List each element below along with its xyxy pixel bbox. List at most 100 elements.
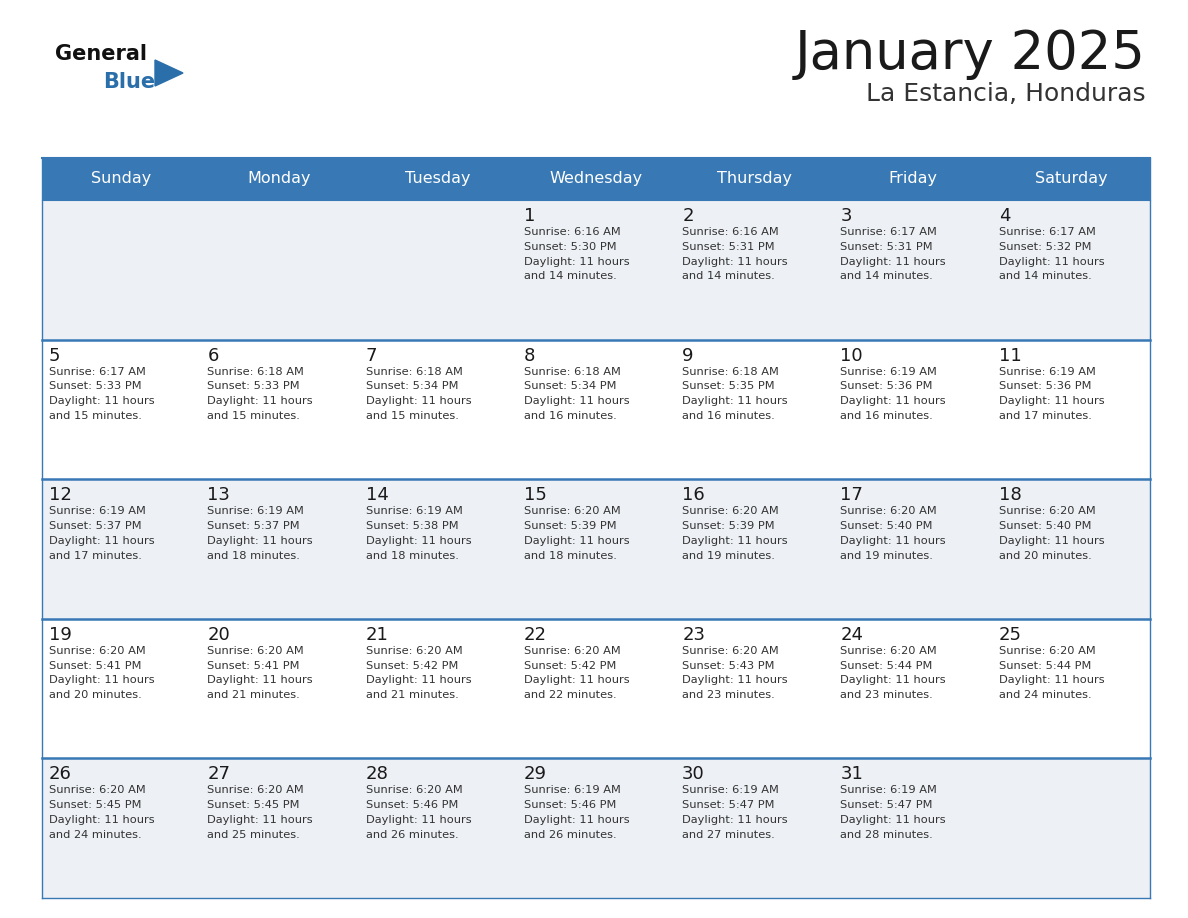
- Text: 3: 3: [840, 207, 852, 225]
- FancyBboxPatch shape: [201, 340, 359, 479]
- FancyBboxPatch shape: [42, 619, 201, 758]
- Text: Sunrise: 6:19 AM
Sunset: 5:38 PM
Daylight: 11 hours
and 18 minutes.: Sunrise: 6:19 AM Sunset: 5:38 PM Dayligh…: [366, 506, 472, 561]
- Text: Sunrise: 6:20 AM
Sunset: 5:44 PM
Daylight: 11 hours
and 24 minutes.: Sunrise: 6:20 AM Sunset: 5:44 PM Dayligh…: [999, 645, 1105, 700]
- FancyBboxPatch shape: [834, 200, 992, 340]
- Text: Sunrise: 6:17 AM
Sunset: 5:31 PM
Daylight: 11 hours
and 14 minutes.: Sunrise: 6:17 AM Sunset: 5:31 PM Dayligh…: [840, 227, 946, 282]
- Text: 10: 10: [840, 347, 862, 364]
- Text: Sunrise: 6:16 AM
Sunset: 5:30 PM
Daylight: 11 hours
and 14 minutes.: Sunrise: 6:16 AM Sunset: 5:30 PM Dayligh…: [524, 227, 630, 282]
- Text: Sunrise: 6:20 AM
Sunset: 5:43 PM
Daylight: 11 hours
and 23 minutes.: Sunrise: 6:20 AM Sunset: 5:43 PM Dayligh…: [682, 645, 788, 700]
- FancyBboxPatch shape: [675, 619, 834, 758]
- Text: General: General: [55, 44, 147, 64]
- Text: 26: 26: [49, 766, 72, 783]
- FancyBboxPatch shape: [834, 340, 992, 479]
- Text: Sunrise: 6:19 AM
Sunset: 5:46 PM
Daylight: 11 hours
and 26 minutes.: Sunrise: 6:19 AM Sunset: 5:46 PM Dayligh…: [524, 786, 630, 840]
- FancyBboxPatch shape: [992, 158, 1150, 200]
- Text: Sunrise: 6:19 AM
Sunset: 5:37 PM
Daylight: 11 hours
and 18 minutes.: Sunrise: 6:19 AM Sunset: 5:37 PM Dayligh…: [207, 506, 312, 561]
- Text: Sunrise: 6:18 AM
Sunset: 5:34 PM
Daylight: 11 hours
and 15 minutes.: Sunrise: 6:18 AM Sunset: 5:34 PM Dayligh…: [366, 366, 472, 421]
- FancyBboxPatch shape: [675, 200, 834, 340]
- Text: Sunday: Sunday: [91, 172, 151, 186]
- FancyBboxPatch shape: [359, 479, 517, 619]
- Text: 17: 17: [840, 487, 864, 504]
- FancyBboxPatch shape: [992, 340, 1150, 479]
- FancyBboxPatch shape: [359, 158, 517, 200]
- Text: 18: 18: [999, 487, 1022, 504]
- Text: Sunrise: 6:20 AM
Sunset: 5:45 PM
Daylight: 11 hours
and 24 minutes.: Sunrise: 6:20 AM Sunset: 5:45 PM Dayligh…: [49, 786, 154, 840]
- Text: 29: 29: [524, 766, 546, 783]
- FancyBboxPatch shape: [201, 619, 359, 758]
- FancyBboxPatch shape: [517, 479, 675, 619]
- FancyBboxPatch shape: [834, 619, 992, 758]
- FancyBboxPatch shape: [359, 340, 517, 479]
- FancyBboxPatch shape: [517, 158, 675, 200]
- Text: Sunrise: 6:19 AM
Sunset: 5:47 PM
Daylight: 11 hours
and 27 minutes.: Sunrise: 6:19 AM Sunset: 5:47 PM Dayligh…: [682, 786, 788, 840]
- Text: 19: 19: [49, 626, 72, 644]
- Polygon shape: [154, 60, 183, 86]
- Text: 30: 30: [682, 766, 704, 783]
- FancyBboxPatch shape: [201, 158, 359, 200]
- Text: 12: 12: [49, 487, 72, 504]
- Text: 1: 1: [524, 207, 536, 225]
- Text: Friday: Friday: [889, 172, 937, 186]
- Text: 8: 8: [524, 347, 536, 364]
- FancyBboxPatch shape: [675, 158, 834, 200]
- Text: 13: 13: [207, 487, 230, 504]
- FancyBboxPatch shape: [42, 758, 201, 898]
- Text: Wednesday: Wednesday: [549, 172, 643, 186]
- Text: 21: 21: [366, 626, 388, 644]
- Text: Sunrise: 6:19 AM
Sunset: 5:37 PM
Daylight: 11 hours
and 17 minutes.: Sunrise: 6:19 AM Sunset: 5:37 PM Dayligh…: [49, 506, 154, 561]
- Text: 31: 31: [840, 766, 864, 783]
- FancyBboxPatch shape: [992, 479, 1150, 619]
- FancyBboxPatch shape: [834, 758, 992, 898]
- FancyBboxPatch shape: [359, 619, 517, 758]
- FancyBboxPatch shape: [992, 758, 1150, 898]
- Text: Sunrise: 6:20 AM
Sunset: 5:40 PM
Daylight: 11 hours
and 20 minutes.: Sunrise: 6:20 AM Sunset: 5:40 PM Dayligh…: [999, 506, 1105, 561]
- FancyBboxPatch shape: [834, 158, 992, 200]
- Text: Saturday: Saturday: [1035, 172, 1107, 186]
- FancyBboxPatch shape: [201, 200, 359, 340]
- Text: 16: 16: [682, 487, 704, 504]
- Text: 25: 25: [999, 626, 1022, 644]
- FancyBboxPatch shape: [359, 758, 517, 898]
- Text: Sunrise: 6:16 AM
Sunset: 5:31 PM
Daylight: 11 hours
and 14 minutes.: Sunrise: 6:16 AM Sunset: 5:31 PM Dayligh…: [682, 227, 788, 282]
- Text: 9: 9: [682, 347, 694, 364]
- Text: Sunrise: 6:20 AM
Sunset: 5:40 PM
Daylight: 11 hours
and 19 minutes.: Sunrise: 6:20 AM Sunset: 5:40 PM Dayligh…: [840, 506, 946, 561]
- Text: Sunrise: 6:19 AM
Sunset: 5:36 PM
Daylight: 11 hours
and 16 minutes.: Sunrise: 6:19 AM Sunset: 5:36 PM Dayligh…: [840, 366, 946, 421]
- Text: 15: 15: [524, 487, 546, 504]
- Text: Sunrise: 6:20 AM
Sunset: 5:42 PM
Daylight: 11 hours
and 21 minutes.: Sunrise: 6:20 AM Sunset: 5:42 PM Dayligh…: [366, 645, 472, 700]
- Text: 6: 6: [207, 347, 219, 364]
- FancyBboxPatch shape: [834, 479, 992, 619]
- Text: Sunrise: 6:20 AM
Sunset: 5:42 PM
Daylight: 11 hours
and 22 minutes.: Sunrise: 6:20 AM Sunset: 5:42 PM Dayligh…: [524, 645, 630, 700]
- FancyBboxPatch shape: [201, 479, 359, 619]
- Text: 20: 20: [207, 626, 230, 644]
- FancyBboxPatch shape: [42, 200, 201, 340]
- Text: Sunrise: 6:20 AM
Sunset: 5:46 PM
Daylight: 11 hours
and 26 minutes.: Sunrise: 6:20 AM Sunset: 5:46 PM Dayligh…: [366, 786, 472, 840]
- Text: 27: 27: [207, 766, 230, 783]
- FancyBboxPatch shape: [42, 479, 201, 619]
- Text: Sunrise: 6:18 AM
Sunset: 5:34 PM
Daylight: 11 hours
and 16 minutes.: Sunrise: 6:18 AM Sunset: 5:34 PM Dayligh…: [524, 366, 630, 421]
- FancyBboxPatch shape: [517, 200, 675, 340]
- FancyBboxPatch shape: [675, 340, 834, 479]
- Text: Sunrise: 6:20 AM
Sunset: 5:44 PM
Daylight: 11 hours
and 23 minutes.: Sunrise: 6:20 AM Sunset: 5:44 PM Dayligh…: [840, 645, 946, 700]
- FancyBboxPatch shape: [42, 158, 201, 200]
- Text: Sunrise: 6:19 AM
Sunset: 5:47 PM
Daylight: 11 hours
and 28 minutes.: Sunrise: 6:19 AM Sunset: 5:47 PM Dayligh…: [840, 786, 946, 840]
- FancyBboxPatch shape: [675, 479, 834, 619]
- Text: 23: 23: [682, 626, 706, 644]
- Text: Sunrise: 6:20 AM
Sunset: 5:45 PM
Daylight: 11 hours
and 25 minutes.: Sunrise: 6:20 AM Sunset: 5:45 PM Dayligh…: [207, 786, 312, 840]
- FancyBboxPatch shape: [517, 619, 675, 758]
- Text: 11: 11: [999, 347, 1022, 364]
- Text: Thursday: Thursday: [716, 172, 791, 186]
- FancyBboxPatch shape: [992, 619, 1150, 758]
- Text: Sunrise: 6:17 AM
Sunset: 5:33 PM
Daylight: 11 hours
and 15 minutes.: Sunrise: 6:17 AM Sunset: 5:33 PM Dayligh…: [49, 366, 154, 421]
- FancyBboxPatch shape: [201, 758, 359, 898]
- FancyBboxPatch shape: [992, 200, 1150, 340]
- FancyBboxPatch shape: [517, 758, 675, 898]
- Text: Monday: Monday: [247, 172, 311, 186]
- FancyBboxPatch shape: [42, 340, 201, 479]
- Text: Blue: Blue: [103, 72, 156, 92]
- Text: Sunrise: 6:19 AM
Sunset: 5:36 PM
Daylight: 11 hours
and 17 minutes.: Sunrise: 6:19 AM Sunset: 5:36 PM Dayligh…: [999, 366, 1105, 421]
- Text: Sunrise: 6:20 AM
Sunset: 5:39 PM
Daylight: 11 hours
and 18 minutes.: Sunrise: 6:20 AM Sunset: 5:39 PM Dayligh…: [524, 506, 630, 561]
- Text: January 2025: January 2025: [795, 28, 1146, 80]
- Text: Sunrise: 6:17 AM
Sunset: 5:32 PM
Daylight: 11 hours
and 14 minutes.: Sunrise: 6:17 AM Sunset: 5:32 PM Dayligh…: [999, 227, 1105, 282]
- Text: Sunrise: 6:20 AM
Sunset: 5:41 PM
Daylight: 11 hours
and 21 minutes.: Sunrise: 6:20 AM Sunset: 5:41 PM Dayligh…: [207, 645, 312, 700]
- Text: Tuesday: Tuesday: [405, 172, 470, 186]
